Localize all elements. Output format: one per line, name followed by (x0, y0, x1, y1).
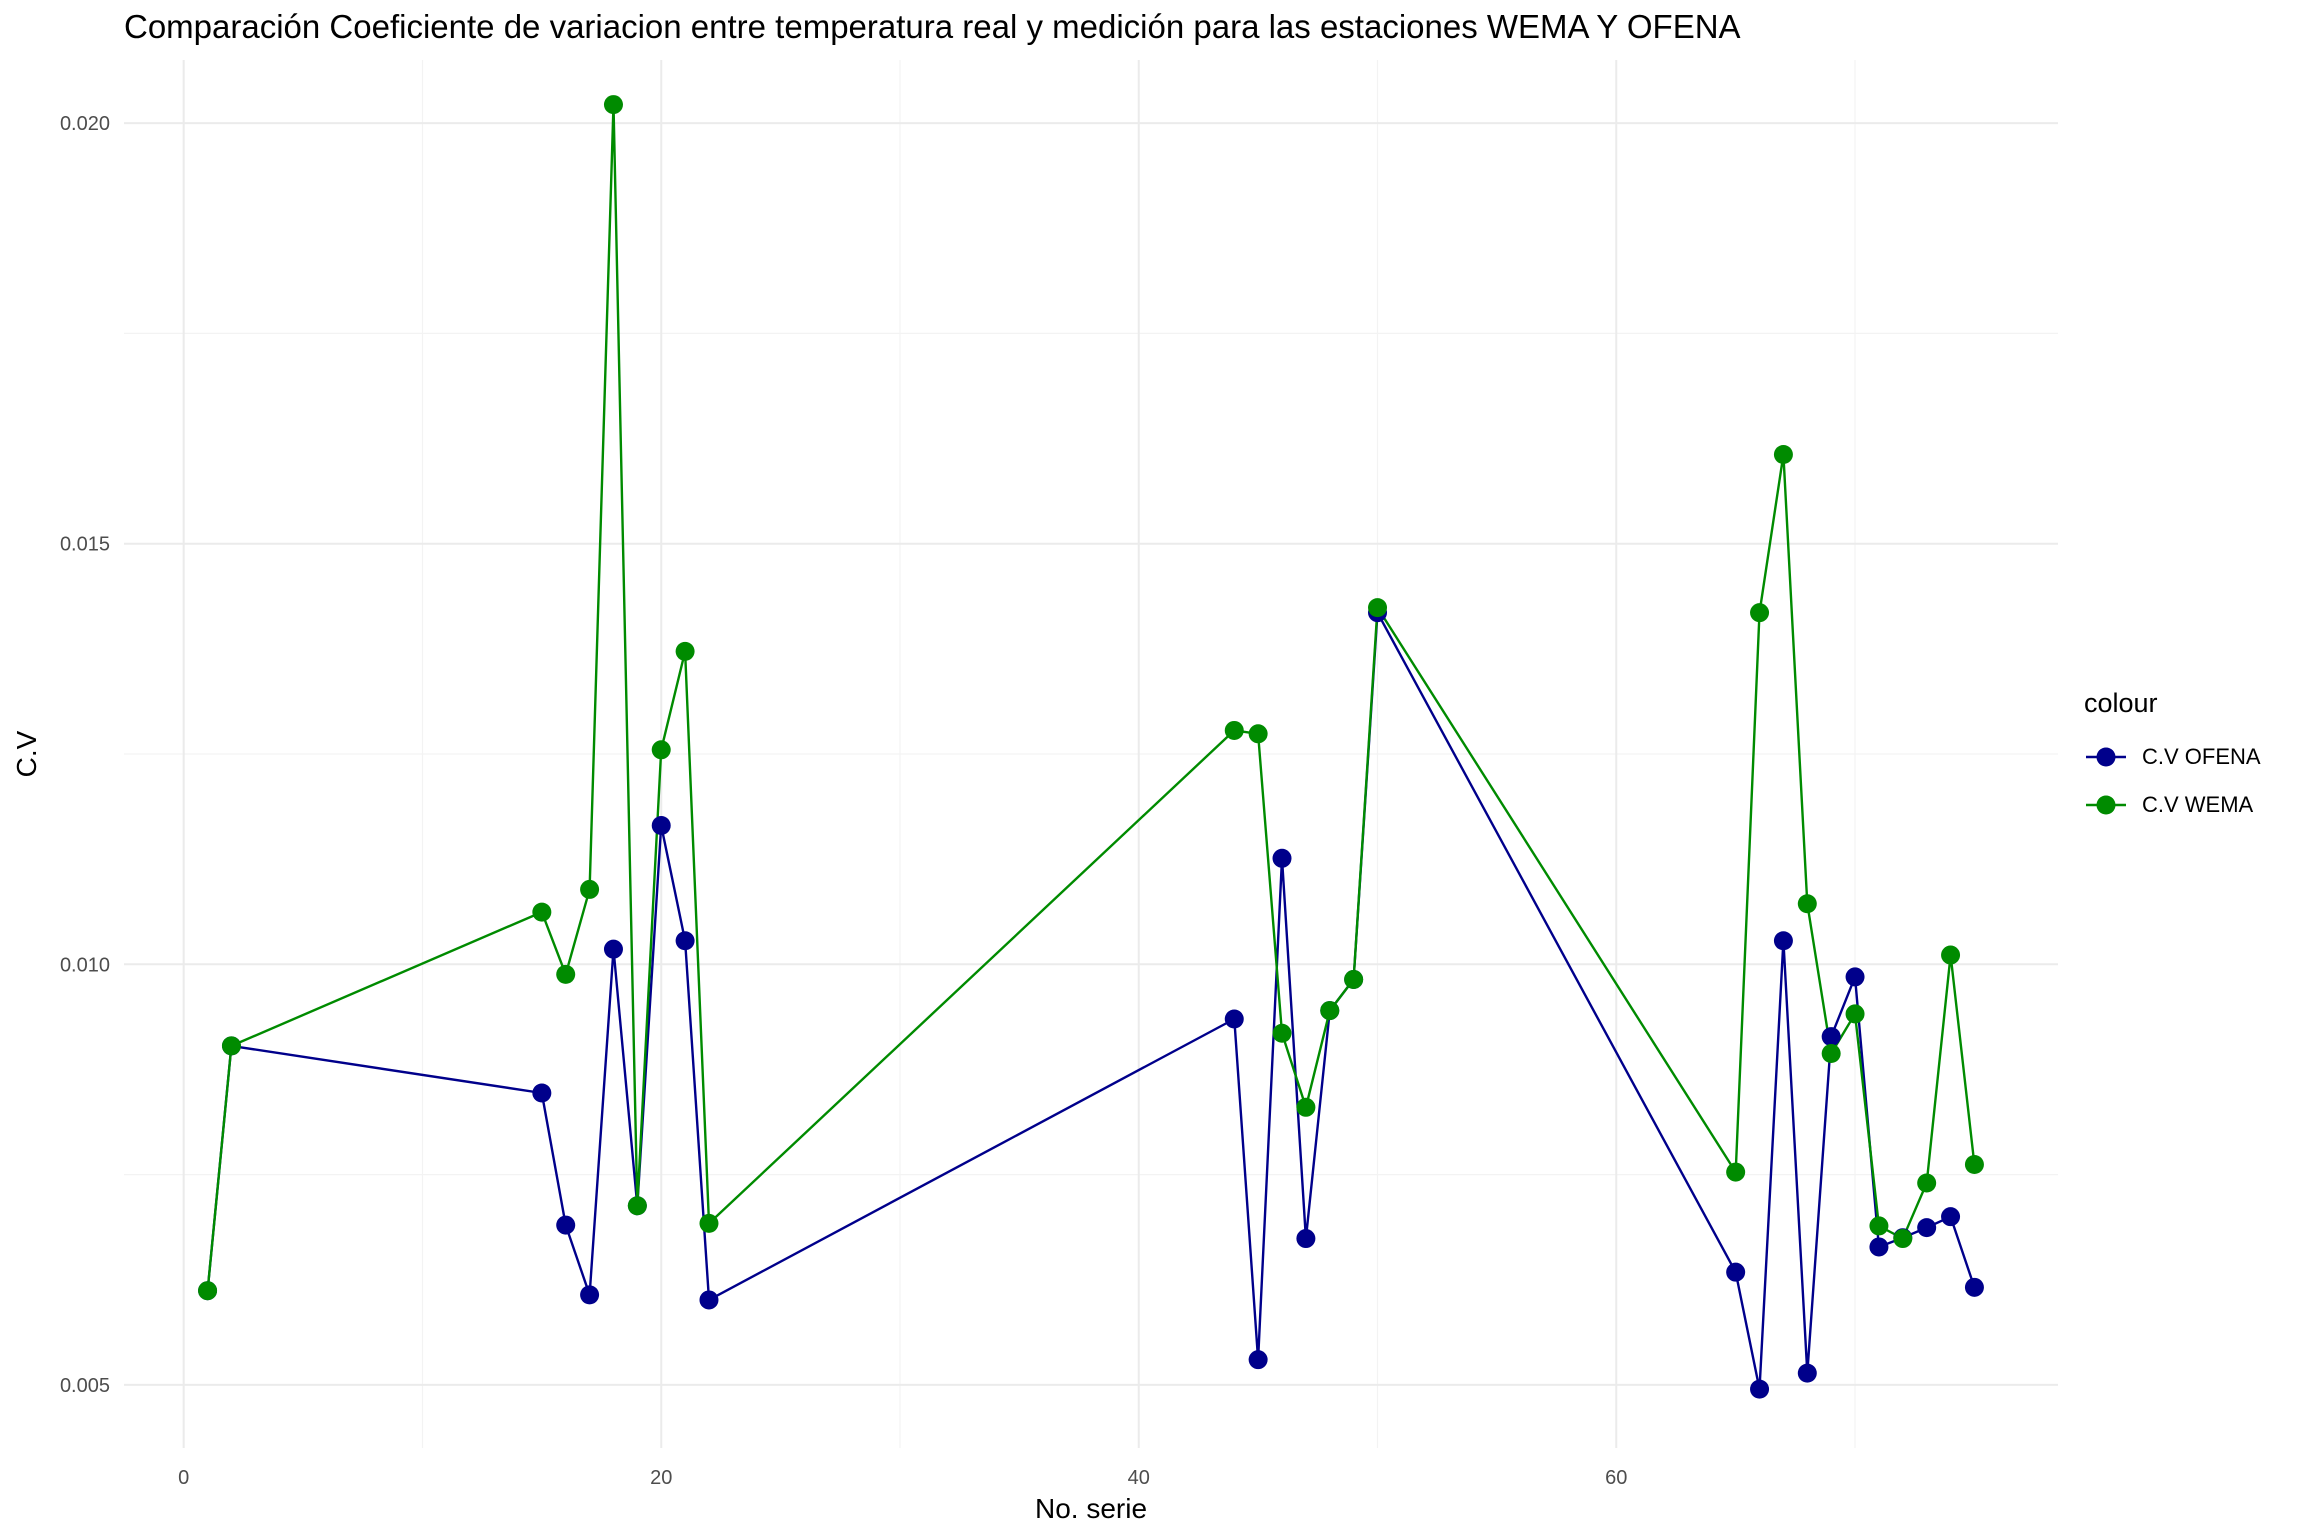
data-point-c-v-ofena (580, 1285, 600, 1305)
chart-title: Comparación Coeficiente de variacion ent… (124, 8, 1741, 45)
data-point-c-v-wema (1941, 945, 1961, 965)
data-point-c-v-wema (627, 1196, 647, 1216)
series-lines (206, 103, 1976, 1391)
minor-gridlines (124, 60, 2058, 1448)
legend: colour C.V OFENA C.V WEMA (2084, 688, 2261, 829)
data-point-c-v-ofena (1224, 1009, 1244, 1029)
data-point-c-v-wema (1893, 1229, 1913, 1249)
data-point-c-v-ofena (699, 1290, 719, 1310)
data-point-c-v-wema (1296, 1097, 1316, 1117)
legend-key (2086, 795, 2126, 815)
y-tick-label: 0.005 (60, 1375, 110, 1397)
legend-label: C.V OFENA (2142, 744, 2261, 769)
x-tick-labels: 0 20 40 60 (178, 1467, 1627, 1489)
data-point-c-v-wema (1750, 603, 1770, 623)
x-tick-label: 0 (178, 1467, 189, 1489)
data-point-c-v-ofena (675, 931, 695, 951)
line-chart: 0 20 40 60 0.005 0.010 0.015 0.020 No. serie C… (11, 60, 2058, 1524)
legend-item: C.V OFENA (2084, 733, 2261, 781)
data-point-c-v-ofena (603, 939, 623, 959)
data-point-c-v-wema (198, 1281, 218, 1301)
y-axis-title: C.V (11, 730, 42, 777)
data-point-c-v-ofena (1296, 1229, 1316, 1249)
data-point-c-v-ofena (1272, 848, 1292, 868)
data-point-c-v-wema (1869, 1216, 1889, 1236)
data-point-c-v-wema (1368, 598, 1388, 618)
data-point-c-v-wema (1821, 1043, 1841, 1063)
data-point-c-v-wema (675, 641, 695, 661)
data-point-c-v-wema (1248, 724, 1268, 744)
data-point-c-v-wema (532, 902, 552, 922)
data-point-c-v-wema (651, 740, 671, 760)
data-point-c-v-ofena (1941, 1207, 1961, 1227)
x-tick-label: 20 (650, 1467, 672, 1489)
x-tick-label: 40 (1128, 1467, 1150, 1489)
data-point-c-v-ofena (1821, 1027, 1841, 1047)
data-point-c-v-wema (1797, 894, 1817, 914)
legend-title: colour (2084, 688, 2158, 718)
data-point-c-v-ofena (1869, 1237, 1889, 1257)
legend-label: C.V WEMA (2142, 792, 2254, 817)
data-point-c-v-wema (1224, 720, 1244, 740)
data-point-c-v-wema (603, 95, 623, 115)
data-point-c-v-wema (1726, 1162, 1746, 1182)
data-point-c-v-wema (1773, 445, 1793, 465)
data-point-c-v-wema (1964, 1155, 1984, 1175)
data-point-c-v-ofena (556, 1215, 576, 1235)
x-axis-title: No. serie (1035, 1493, 1147, 1524)
data-point-c-v-wema (1272, 1023, 1292, 1043)
data-point-c-v-ofena (1726, 1262, 1746, 1282)
y-tick-labels: 0.005 0.010 0.015 0.020 (60, 113, 110, 1397)
y-tick-label: 0.020 (60, 113, 110, 135)
data-point-c-v-wema (221, 1036, 241, 1056)
x-tick-label: 60 (1605, 1467, 1627, 1489)
series-points (198, 95, 1984, 1399)
legend-item: C.V WEMA (2084, 781, 2261, 829)
data-point-c-v-ofena (1797, 1363, 1817, 1383)
major-gridlines (124, 60, 2058, 1448)
y-tick-label: 0.010 (60, 954, 110, 976)
data-point-c-v-ofena (1248, 1350, 1268, 1370)
data-point-c-v-ofena (1750, 1379, 1770, 1399)
data-point-c-v-ofena (1845, 967, 1865, 987)
data-point-c-v-wema (1344, 969, 1364, 989)
data-point-c-v-wema (699, 1213, 719, 1233)
data-point-c-v-wema (556, 964, 576, 984)
data-point-c-v-ofena (1773, 931, 1793, 951)
data-point-c-v-wema (1917, 1173, 1937, 1193)
legend-items: C.V OFENA C.V WEMA (2084, 733, 2261, 829)
series-line-c-v-ofena (206, 611, 1976, 1391)
data-point-c-v-wema (1320, 1001, 1340, 1021)
data-point-c-v-ofena (1917, 1218, 1937, 1238)
data-point-c-v-ofena (651, 816, 671, 836)
data-point-c-v-ofena (1964, 1277, 1984, 1297)
legend-key (2086, 747, 2126, 767)
series-line-c-v-wema (206, 103, 1976, 1291)
data-point-c-v-wema (1845, 1004, 1865, 1024)
y-tick-label: 0.015 (60, 534, 110, 556)
data-point-c-v-ofena (532, 1083, 552, 1103)
data-point-c-v-wema (580, 879, 600, 899)
